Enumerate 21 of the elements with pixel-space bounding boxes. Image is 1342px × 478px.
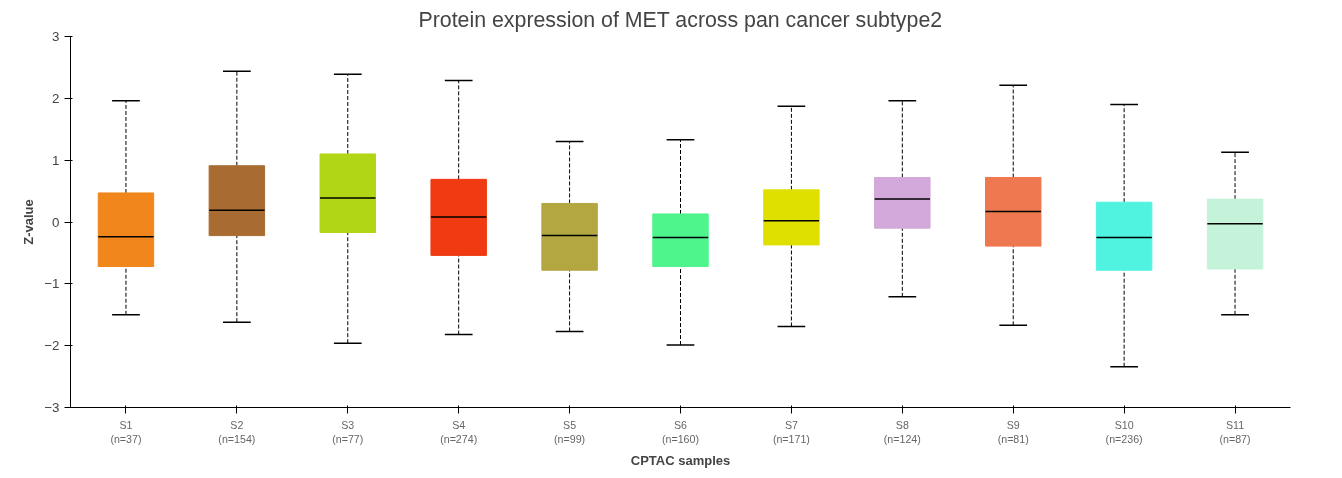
y-tick-label: −3	[44, 400, 60, 415]
x-tick-label: S5 (n=99)	[554, 418, 586, 445]
x-tick-label: S8 (n=124)	[883, 418, 921, 445]
x-tick-label: S3 (n=77)	[332, 418, 364, 445]
y-tick-label: 2	[52, 90, 60, 106]
x-tick-label: S9 (n=81)	[997, 418, 1029, 445]
y-axis-title: Z-value	[21, 199, 37, 245]
x-axis-title: CPTAC samples	[630, 452, 731, 468]
y-tick-label: 1	[52, 152, 60, 168]
x-tick-label: S10 (n=236)	[1105, 418, 1143, 445]
x-tick-label: S4 (n=274)	[440, 418, 478, 445]
y-tick-label: −2	[44, 338, 60, 354]
y-tick-label: −1	[44, 276, 60, 292]
x-tick-label: S6 (n=160)	[661, 418, 700, 445]
x-tick-label: S2 (n=154)	[218, 418, 256, 445]
x-tick-label: S1 (n=37)	[110, 418, 142, 445]
x-tick-label: S7 (n=171)	[772, 418, 810, 445]
x-tick-label: S11 (n=87)	[1219, 418, 1251, 445]
chart-title: Protein expression of MET across pan cancer subtype2	[418, 7, 943, 32]
y-tick-label: 3	[52, 29, 60, 44]
y-tick-label: 0	[52, 214, 60, 230]
